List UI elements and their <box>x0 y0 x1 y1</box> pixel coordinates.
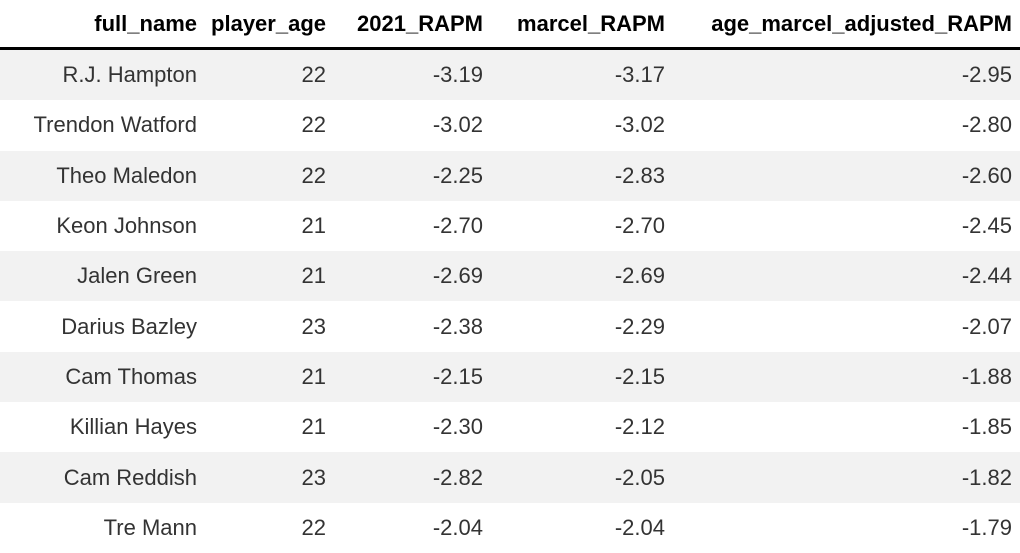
cell-player-age: 21 <box>301 263 326 289</box>
table-row: Jalen Green 21 -2.69 -2.69 -2.44 <box>0 251 1020 302</box>
table-row: Killian Hayes 21 -2.30 -2.12 -1.85 <box>0 402 1020 453</box>
cell-marcel-rapm: -2.69 <box>614 263 665 289</box>
cell-age-marcel-adjusted-rapm: -2.07 <box>961 313 1012 339</box>
table-row: Keon Johnson 21 -2.70 -2.70 -2.45 <box>0 200 1020 252</box>
cell-full-name: Jalen Green <box>77 263 197 289</box>
cell-player-age: 21 <box>301 363 326 389</box>
table-row: Cam Reddish 23 -2.82 -2.05 -1.82 <box>0 452 1020 503</box>
column-header-age-marcel-adjusted-rapm: age_marcel_adjusted_RAPM <box>673 0 1020 50</box>
cell-full-name: Killian Hayes <box>69 414 197 440</box>
cell-player-age: 23 <box>301 313 326 339</box>
cell-2021-rapm: -2.82 <box>432 464 483 490</box>
cell-full-name: Cam Thomas <box>65 363 197 389</box>
column-header-marcel-rapm: marcel_RAPM <box>491 0 673 50</box>
cell-full-name: Cam Reddish <box>63 464 197 490</box>
cell-player-age: 21 <box>301 414 326 440</box>
cell-marcel-rapm: -2.29 <box>614 313 665 339</box>
cell-2021-rapm: -3.19 <box>432 62 483 88</box>
cell-full-name: R.J. Hampton <box>62 62 198 88</box>
cell-player-age: 22 <box>301 112 326 138</box>
cell-age-marcel-adjusted-rapm: -2.45 <box>961 213 1012 239</box>
column-header-2021-rapm: 2021_RAPM <box>334 0 491 50</box>
cell-player-age: 22 <box>301 162 326 188</box>
cell-player-age: 23 <box>301 464 326 490</box>
cell-2021-rapm: -2.38 <box>432 313 483 339</box>
cell-full-name: Tre Mann <box>103 514 197 540</box>
table-row: R.J. Hampton 22 -3.19 -3.17 -2.95 <box>0 48 1020 101</box>
cell-age-marcel-adjusted-rapm: -2.44 <box>961 263 1012 289</box>
cell-marcel-rapm: -2.12 <box>614 414 665 440</box>
cell-full-name: Keon Johnson <box>56 213 197 239</box>
cell-2021-rapm: -2.15 <box>432 363 483 389</box>
cell-marcel-rapm: -3.17 <box>614 62 665 88</box>
cell-marcel-rapm: -3.02 <box>614 112 665 138</box>
cell-2021-rapm: -2.69 <box>432 263 483 289</box>
cell-age-marcel-adjusted-rapm: -2.95 <box>961 62 1012 88</box>
column-header-full-name: full_name <box>0 0 205 50</box>
table-header-row: full_name player_age 2021_RAPM marcel_RA… <box>0 0 1020 50</box>
cell-player-age: 22 <box>301 514 326 540</box>
cell-player-age: 21 <box>301 213 326 239</box>
cell-age-marcel-adjusted-rapm: -1.85 <box>961 414 1012 440</box>
cell-marcel-rapm: -2.15 <box>614 363 665 389</box>
cell-player-age: 22 <box>301 62 326 88</box>
cell-marcel-rapm: -2.05 <box>614 464 665 490</box>
cell-age-marcel-adjusted-rapm: -1.88 <box>961 363 1012 389</box>
table-row: Theo Maledon 22 -2.25 -2.83 -2.60 <box>0 150 1020 201</box>
cell-full-name: Darius Bazley <box>61 313 197 339</box>
cell-full-name: Trendon Watford <box>33 112 197 138</box>
cell-2021-rapm: -3.02 <box>432 112 483 138</box>
cell-age-marcel-adjusted-rapm: -2.80 <box>961 112 1012 138</box>
cell-full-name: Theo Maledon <box>56 162 197 188</box>
cell-marcel-rapm: -2.04 <box>614 514 665 540</box>
cell-age-marcel-adjusted-rapm: -1.79 <box>961 514 1012 540</box>
table-row: Trendon Watford 22 -3.02 -3.02 -2.80 <box>0 100 1020 151</box>
cell-2021-rapm: -2.30 <box>432 414 483 440</box>
cell-age-marcel-adjusted-rapm: -1.82 <box>961 464 1012 490</box>
table-row: Darius Bazley 23 -2.38 -2.29 -2.07 <box>0 301 1020 352</box>
table-row: Tre Mann 22 -2.04 -2.04 -1.79 <box>0 502 1020 553</box>
column-header-player-age: player_age <box>205 0 334 50</box>
cell-marcel-rapm: -2.83 <box>614 162 665 188</box>
cell-2021-rapm: -2.25 <box>432 162 483 188</box>
table-row: Cam Thomas 21 -2.15 -2.15 -1.88 <box>0 351 1020 403</box>
cell-age-marcel-adjusted-rapm: -2.60 <box>961 162 1012 188</box>
cell-marcel-rapm: -2.70 <box>614 213 665 239</box>
cell-2021-rapm: -2.04 <box>432 514 483 540</box>
cell-2021-rapm: -2.70 <box>432 213 483 239</box>
